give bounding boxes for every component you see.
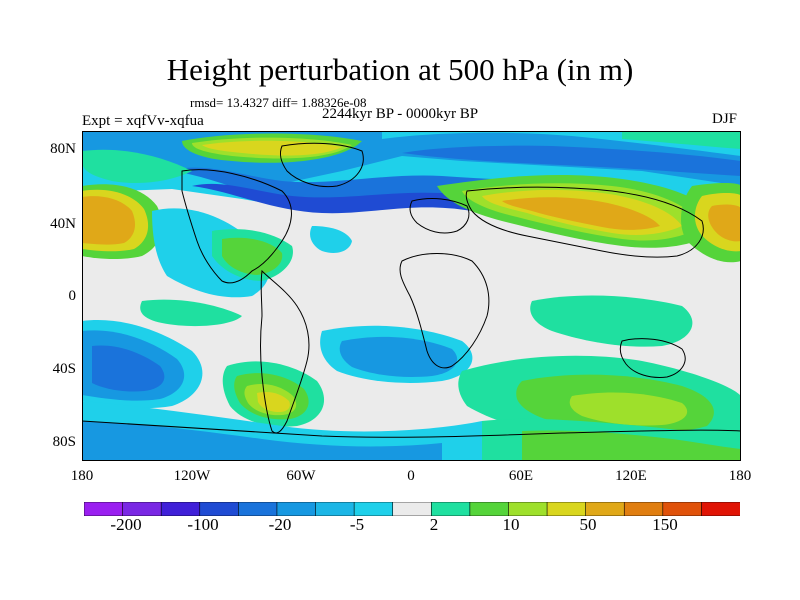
lon-label-60e: 60E (508, 468, 534, 484)
colorbar-swatch (662, 502, 703, 516)
colorbar-swatch (122, 502, 162, 516)
lon-label-0: 0 (407, 468, 415, 484)
lat-label-80n: 80N (50, 141, 76, 157)
colorbar-swatch (623, 502, 664, 516)
lat-label-40s: 40S (52, 361, 76, 377)
colorbar-swatch (353, 502, 394, 516)
stats-label: rmsd= 13.4327 diff= 1.88326e-08 (190, 95, 367, 110)
season-label: DJF (712, 111, 738, 127)
colorbar (84, 502, 740, 516)
colorbar-label: 10 (502, 515, 520, 534)
lat-label-40n: 40N (50, 216, 76, 232)
colorbar-label: 50 (579, 515, 597, 534)
colorbar-label: -100 (187, 515, 219, 534)
colorbar-swatch (160, 502, 201, 516)
colorbar-swatch (508, 502, 548, 516)
colorbar-swatch (315, 502, 355, 516)
colorbar-label: 150 (652, 515, 678, 534)
colorbar-swatch (701, 502, 740, 516)
colorbar-label: -5 (349, 515, 365, 534)
colorbar-swatch (546, 502, 587, 516)
colorbar-swatch (585, 502, 625, 516)
colorbar-swatch (238, 502, 278, 516)
southern-anomaly-fields (82, 295, 741, 461)
colorbar-swatch (469, 502, 510, 516)
map-frame (82, 131, 741, 461)
colorbar-label: -200 (110, 515, 142, 534)
height-perturbation-map (82, 131, 741, 461)
lon-label-180w: 180 (70, 468, 94, 484)
colorbar-swatch (276, 502, 317, 516)
lat-label-0: 0 (68, 288, 77, 304)
plot-title: Height perturbation at 500 hPa (in m) (166, 52, 634, 87)
period-label: 2244kyr BP - 0000kyr BP (322, 106, 479, 122)
lon-label-120w: 120W (173, 468, 211, 484)
coastlines (82, 142, 741, 438)
lon-label-60w: 60W (286, 468, 316, 484)
lat-label-80s: 80S (52, 434, 76, 450)
lon-label-120e: 120E (615, 468, 647, 484)
northern-anomaly-fields (82, 131, 741, 298)
lon-label-180e: 180 (728, 468, 752, 484)
colorbar-swatch (199, 502, 239, 516)
colorbar-swatch (392, 502, 432, 516)
experiment-label: Expt = xqfVv-xqfua (82, 113, 204, 129)
colorbar-swatch (84, 502, 124, 516)
colorbar-label: -20 (268, 515, 292, 534)
colorbar-label: 2 (429, 515, 439, 534)
colorbar-swatch (430, 502, 471, 516)
